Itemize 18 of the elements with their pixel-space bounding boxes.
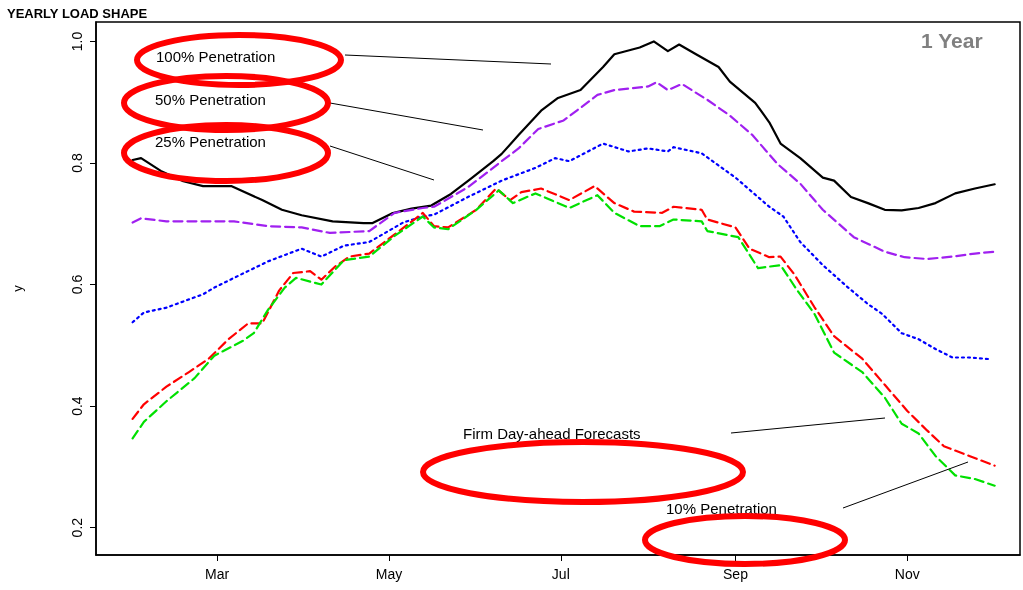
x-tick-label: May — [375, 566, 403, 582]
chart-title: YEARLY LOAD SHAPE — [7, 6, 148, 21]
annotation: 10% Penetration — [666, 499, 777, 517]
y-tick-label: 1.0 — [69, 31, 85, 52]
annotation: 1 Year — [921, 29, 983, 52]
annotation: 50% Penetration — [155, 90, 266, 108]
y-tick-label: 0.2 — [69, 517, 85, 538]
y-tick-label: 0.6 — [69, 274, 85, 295]
x-tick-label: Mar — [205, 566, 230, 582]
y-tick-label: 0.4 — [69, 396, 85, 416]
annotation: Firm Day-ahead Forecasts — [463, 424, 641, 442]
annotation: 25% Penetration — [155, 132, 266, 150]
x-tick-label: Nov — [894, 566, 920, 582]
x-tick-label: Sep — [723, 566, 749, 582]
y-axis-title: y — [10, 284, 25, 292]
x-tick-label: Jul — [551, 566, 570, 582]
annotation: 100% Penetration — [156, 47, 276, 65]
y-tick-label: 0.8 — [69, 153, 85, 173]
